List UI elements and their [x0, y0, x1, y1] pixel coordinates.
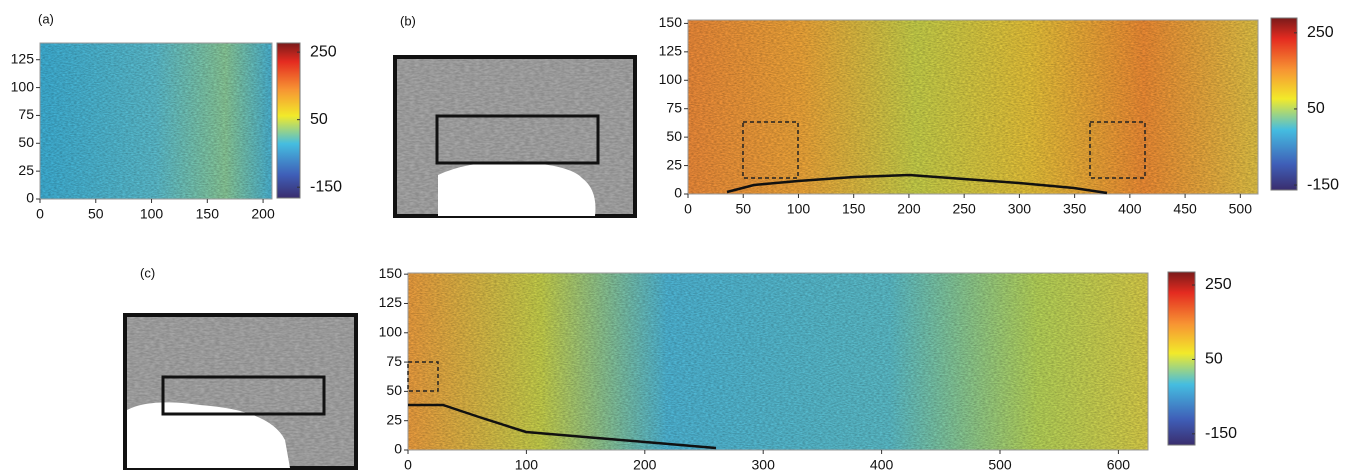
x-tick-label: 300: [752, 457, 776, 473]
x-tick-label: 400: [870, 457, 894, 473]
colorbar-tick-label: -150: [1307, 176, 1339, 193]
x-tick-label: 150: [842, 201, 866, 217]
x-tick-label: 100: [140, 206, 164, 222]
x-tick-label: 500: [1229, 201, 1253, 217]
colorbar-tick-label: 50: [310, 111, 328, 128]
x-tick-label: 200: [897, 201, 921, 217]
x-tick-label: 0: [36, 206, 44, 222]
y-tick-label: 50: [666, 128, 682, 144]
y-tick-label: 125: [11, 50, 35, 66]
front-line: [726, 173, 1108, 195]
y-tick-label: 25: [386, 411, 402, 427]
x-tick-label: 50: [88, 206, 104, 222]
y-tick-label: 50: [386, 382, 402, 398]
x-tick-label: 200: [251, 206, 275, 222]
x-tick-label: 200: [633, 457, 657, 473]
x-tick-label: 250: [952, 201, 976, 217]
colorbar: [1167, 271, 1196, 446]
y-tick-label: 50: [18, 134, 34, 150]
y-tick-label: 25: [666, 156, 682, 172]
colorbar: [1270, 17, 1298, 191]
x-tick-label: 500: [988, 457, 1012, 473]
x-tick-label: 0: [684, 201, 692, 217]
y-tick-label: 100: [11, 78, 35, 94]
x-tick-label: 100: [787, 201, 811, 217]
colorbar: [276, 42, 301, 199]
y-tick-label: 0: [26, 190, 34, 206]
y-tick-label: 75: [18, 106, 34, 122]
y-tick-label: 75: [666, 99, 682, 115]
y-tick-label: 100: [659, 71, 683, 87]
y-tick-label: 150: [659, 14, 683, 30]
colorbar-tick-label: 250: [1307, 24, 1334, 41]
x-tick-label: 600: [1107, 457, 1131, 473]
heatmap-texture: [40, 43, 272, 199]
heatmap-texture: [408, 273, 1148, 450]
colorbar-tick-label: 50: [1205, 351, 1223, 368]
y-tick-label: 0: [674, 185, 682, 201]
plot-frame: [687, 19, 1259, 195]
y-tick-label: 25: [18, 162, 34, 178]
colorbar-tick-label: 250: [1205, 276, 1232, 293]
front-line: [408, 403, 717, 450]
panel-label: (a): [38, 11, 54, 26]
panel-label: (c): [140, 265, 155, 280]
y-tick-label: 150: [379, 265, 403, 281]
roi-box: [407, 361, 439, 392]
y-tick-label: 75: [386, 353, 402, 369]
x-tick-label: 100: [515, 457, 539, 473]
colorbar-tick-label: 50: [1307, 100, 1325, 117]
x-tick-label: 150: [196, 206, 220, 222]
x-tick-label: 50: [735, 201, 751, 217]
x-tick-label: 400: [1118, 201, 1142, 217]
x-tick-label: 300: [1008, 201, 1032, 217]
colorbar-tick-label: -150: [1205, 425, 1237, 442]
colorbar-tick-label: 250: [310, 43, 337, 60]
x-tick-label: 450: [1173, 201, 1197, 217]
y-tick-label: 0: [394, 441, 402, 457]
colorbar-tick-label: -150: [310, 178, 342, 195]
plot-frame: [39, 42, 273, 200]
photo: [393, 55, 637, 218]
y-tick-label: 100: [379, 323, 403, 339]
photo: [123, 313, 358, 470]
x-tick-label: 350: [1063, 201, 1087, 217]
y-tick-label: 125: [659, 43, 683, 59]
x-tick-label: 0: [404, 457, 412, 473]
panel-label: (b): [400, 13, 416, 28]
y-tick-label: 125: [379, 294, 403, 310]
heatmap-texture: [688, 20, 1258, 194]
